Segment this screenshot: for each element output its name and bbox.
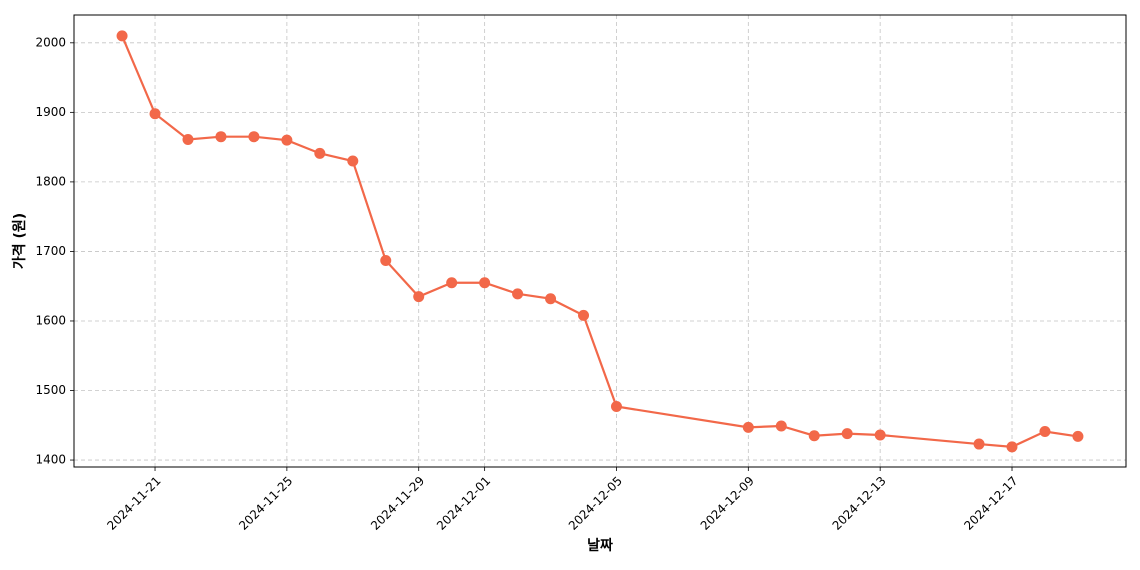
x-axis-label: 날짜 bbox=[587, 538, 613, 554]
x-tick-label: 2024-12-05 bbox=[566, 474, 625, 533]
x-tick-label: 2024-11-29 bbox=[368, 474, 427, 533]
point bbox=[874, 429, 886, 441]
point bbox=[116, 30, 128, 42]
x-tick-label: 2024-11-25 bbox=[236, 474, 295, 533]
point bbox=[512, 288, 524, 300]
x-tick-label: 2024-12-01 bbox=[434, 474, 493, 533]
y-tick-label: 1900 bbox=[35, 105, 66, 119]
point bbox=[841, 428, 853, 440]
point bbox=[314, 147, 326, 159]
plot-frame bbox=[73, 14, 1127, 468]
x-tick-label: 2024-12-17 bbox=[961, 474, 1020, 533]
y-axis-label: 가격 (원) bbox=[11, 213, 28, 269]
y-tick-label: 1500 bbox=[35, 383, 66, 397]
y-tick-label: 2000 bbox=[35, 35, 66, 49]
y-tick-label: 1800 bbox=[35, 174, 66, 188]
point bbox=[479, 277, 491, 289]
point bbox=[742, 421, 754, 433]
point bbox=[149, 108, 161, 120]
point bbox=[281, 134, 293, 146]
x-tick-label: 2024-11-21 bbox=[104, 474, 163, 533]
point bbox=[1006, 441, 1018, 453]
point bbox=[347, 155, 359, 167]
point bbox=[215, 131, 227, 143]
point bbox=[808, 430, 820, 442]
point bbox=[1039, 426, 1051, 438]
x-tick-label: 2024-12-09 bbox=[698, 474, 757, 533]
point bbox=[380, 254, 392, 266]
point bbox=[446, 277, 458, 289]
line bbox=[121, 35, 1079, 448]
point bbox=[1072, 430, 1084, 442]
x-tick-label: 2024-12-13 bbox=[830, 474, 889, 533]
point bbox=[775, 420, 787, 432]
y-tick-label: 1600 bbox=[35, 313, 66, 327]
point bbox=[610, 401, 622, 413]
point bbox=[182, 133, 194, 145]
point bbox=[413, 291, 425, 303]
y-tick-label: 1400 bbox=[35, 453, 66, 467]
point bbox=[973, 438, 985, 450]
point bbox=[248, 131, 260, 143]
y-tick-label: 1700 bbox=[35, 244, 66, 258]
point bbox=[545, 293, 557, 305]
point bbox=[578, 309, 590, 321]
